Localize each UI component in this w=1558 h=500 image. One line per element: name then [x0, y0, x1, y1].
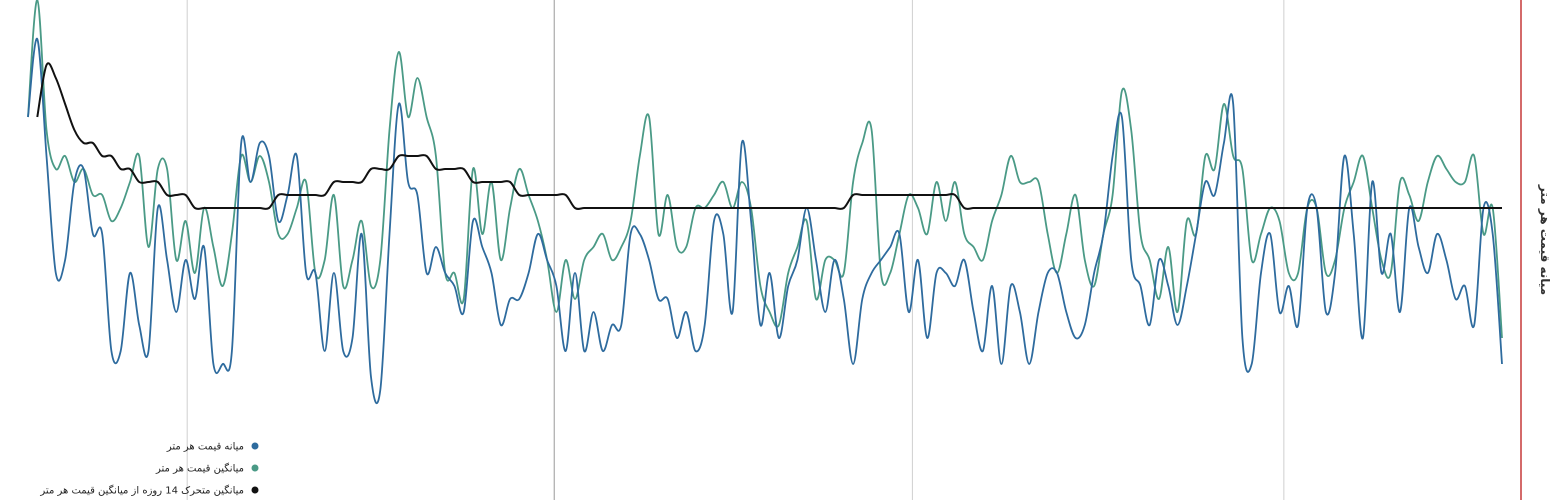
legend-item-1[interactable]: میانگین قیمت هر متر — [155, 463, 259, 475]
legend-item-0[interactable]: میانه قیمت هر متر — [166, 442, 259, 453]
series-line-0 — [27, 38, 1503, 405]
series-lines — [27, 0, 1503, 405]
legend[interactable]: میانه قیمت هر متر میانگین قیمت هر متر میان… — [39, 442, 259, 497]
legend-marker — [251, 486, 259, 494]
legend-item-2[interactable]: میانگین متحرک 14 روزه از میانگین قیمت هر… — [39, 485, 259, 497]
series-line-2 — [36, 62, 1502, 210]
legend-marker — [251, 464, 259, 472]
legend-label: میانگین قیمت هر متر — [155, 463, 244, 475]
legend-label: میانگین متحرک 14 روزه از میانگین قیمت هر… — [39, 485, 244, 497]
series-line-1 — [27, 0, 1503, 339]
legend-marker — [251, 442, 259, 450]
legend-label: میانه قیمت هر متر — [166, 442, 244, 453]
y-axis-title: میانه قیمت هر متر — [1538, 184, 1552, 295]
